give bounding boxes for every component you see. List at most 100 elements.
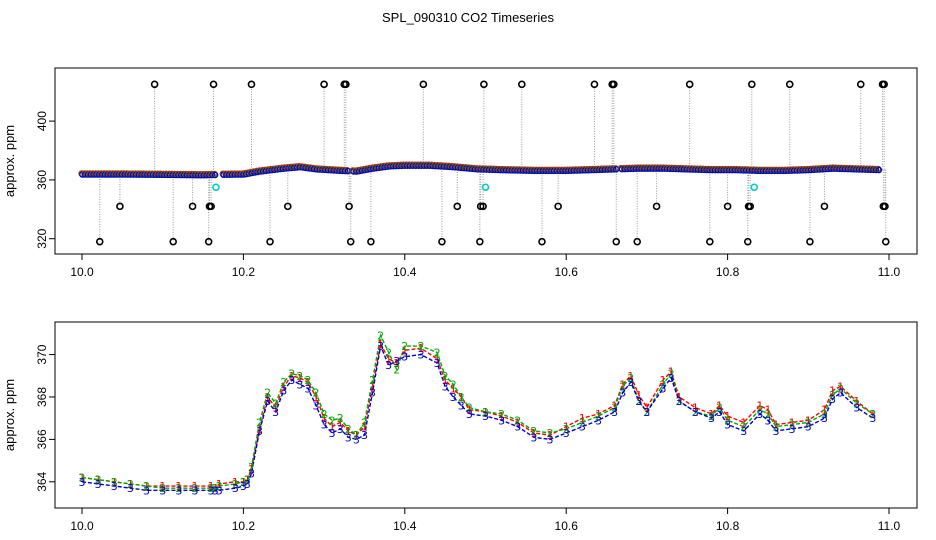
series-point-3: 3 <box>417 349 424 362</box>
series-point-3: 3 <box>313 399 320 412</box>
series-point-2: 2 <box>248 461 255 474</box>
series-point-1: 1 <box>417 342 424 355</box>
series-point-1: 1 <box>191 480 198 493</box>
series-point-2: 2 <box>244 474 251 487</box>
outlier-point <box>476 237 484 246</box>
series-point-3: 3 <box>869 412 876 425</box>
series-point-3: 3 <box>79 476 86 489</box>
series-point-3: 3 <box>232 482 239 495</box>
series-point-3: 3 <box>369 387 376 400</box>
outlier-point <box>169 237 177 246</box>
series-point-3: 3 <box>756 408 763 421</box>
y-axis-label-bottom: approx. ppm <box>2 379 17 451</box>
series-point-2: 2 <box>256 416 263 429</box>
series-point-1: 1 <box>547 429 554 442</box>
series-point-1: 1 <box>716 399 723 412</box>
series-point-1: 1 <box>361 421 368 434</box>
series-point-2: 2 <box>79 472 86 485</box>
cyan-point <box>212 183 220 192</box>
series-point-3: 3 <box>660 382 667 395</box>
series-point-2: 2 <box>708 410 715 423</box>
series-point-1: 1 <box>345 425 352 438</box>
series-point-3: 3 <box>434 357 441 370</box>
outlier-point <box>706 237 714 246</box>
series-point-2: 2 <box>458 391 465 404</box>
series-point-3: 3 <box>240 480 247 493</box>
series-point-1: 1 <box>304 376 311 389</box>
series-point-1: 1 <box>95 474 102 487</box>
series-point-3: 3 <box>248 467 255 480</box>
series-point-1: 1 <box>821 404 828 417</box>
series-point-1: 1 <box>369 380 376 393</box>
series-point-3: 3 <box>837 387 844 400</box>
series-point-1: 1 <box>450 382 457 395</box>
series-point-1: 1 <box>563 421 570 434</box>
outlier-point <box>480 80 488 89</box>
series-point-3: 3 <box>450 391 457 404</box>
series-point-2: 2 <box>805 416 812 429</box>
series-point-3: 3 <box>829 393 836 406</box>
outlier-point <box>419 80 428 89</box>
series-point-3: 3 <box>482 410 489 423</box>
series-point-3: 3 <box>244 478 251 491</box>
series-point-3: 3 <box>208 484 215 497</box>
outlier-point <box>633 237 642 246</box>
y-tick-label: 370 <box>35 344 49 364</box>
baseline-point <box>211 171 219 179</box>
series-point-1: 1 <box>660 374 667 387</box>
x-tick-label: 10.0 <box>70 265 94 279</box>
series-point-1: 1 <box>313 391 320 404</box>
series-point-1: 1 <box>401 344 408 357</box>
series-point-2: 2 <box>619 380 626 393</box>
series-point-3: 3 <box>579 421 586 434</box>
top-data-layer <box>78 80 890 246</box>
outlier-point <box>748 80 756 89</box>
outlier-point <box>247 80 256 89</box>
panel-top: approx. ppm 10.0 10.2 10.4 10.6 10.8 11.0 320 3… <box>2 67 918 279</box>
series-point-3: 3 <box>611 406 618 419</box>
outlier-point <box>95 237 104 246</box>
series-point-1: 1 <box>482 406 489 419</box>
series-point-2: 2 <box>434 346 441 359</box>
series-point-2: 2 <box>514 414 521 427</box>
series-point-1: 1 <box>280 380 287 393</box>
series-point-3: 3 <box>377 340 384 353</box>
outlier-point <box>188 202 197 211</box>
outlier-point <box>743 237 752 246</box>
outlier-point <box>881 202 889 211</box>
series-point-1: 1 <box>296 372 303 385</box>
x-tick-label: 11.0 <box>878 519 901 533</box>
bottom-axes: 10.0 10.2 10.4 10.6 10.8 11.0 364 366 368 370 <box>35 344 901 533</box>
series-point-1: 1 <box>353 429 360 442</box>
series-point-3: 3 <box>216 484 223 497</box>
series-point-2: 2 <box>450 378 457 391</box>
outlier-point <box>479 202 487 211</box>
series-point-3: 3 <box>708 412 715 425</box>
series-point-2: 2 <box>111 476 118 489</box>
series-point-2: 2 <box>175 482 182 495</box>
outlier-point <box>150 80 159 89</box>
series-point-1: 1 <box>288 370 295 383</box>
series-point-2: 2 <box>676 395 683 408</box>
baseline-point <box>875 166 883 174</box>
series-point-1: 1 <box>434 353 441 366</box>
series-point-1: 1 <box>159 480 166 493</box>
x-tick-label: 10.2 <box>232 265 256 279</box>
series-point-2: 2 <box>264 387 271 400</box>
series-point-2: 2 <box>296 370 303 383</box>
series-point-3: 3 <box>635 395 642 408</box>
series-point-1: 1 <box>724 410 731 423</box>
series-point-3: 3 <box>329 427 336 440</box>
series-point-3: 3 <box>401 351 408 364</box>
series-point-1: 1 <box>805 414 812 427</box>
series-point-3: 3 <box>514 421 521 434</box>
series-point-1: 1 <box>514 416 521 429</box>
series-point-2: 2 <box>595 410 602 423</box>
series-point-1: 1 <box>611 399 618 412</box>
series-point-2: 2 <box>643 406 650 419</box>
series-point-2: 2 <box>764 408 771 421</box>
series-point-1: 1 <box>773 419 780 432</box>
series-point-1: 1 <box>240 476 247 489</box>
series-point-2: 2 <box>272 397 279 410</box>
series-point-3: 3 <box>385 359 392 372</box>
